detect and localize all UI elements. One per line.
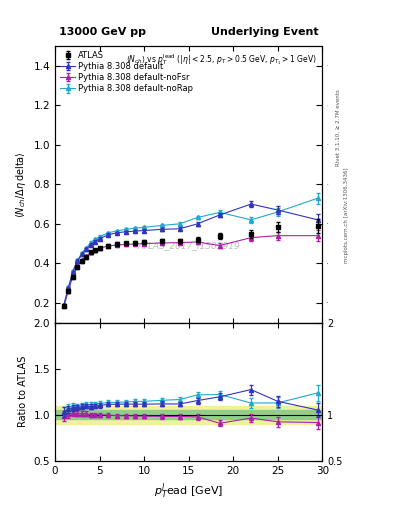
Text: Rivet 3.1.10, ≥ 2.7M events: Rivet 3.1.10, ≥ 2.7M events (336, 90, 341, 166)
X-axis label: $p_T^l$ead [GeV]: $p_T^l$ead [GeV] (154, 481, 223, 501)
Y-axis label: $\langle N_{ch}/ \Delta\eta\,\mathrm{delta}\rangle$: $\langle N_{ch}/ \Delta\eta\,\mathrm{del… (14, 151, 28, 218)
Y-axis label: Ratio to ATLAS: Ratio to ATLAS (18, 356, 28, 428)
Text: Underlying Event: Underlying Event (211, 27, 318, 37)
Bar (55, 410, 322, 419)
Text: mcplots.cern.ch [arXiv:1306.3436]: mcplots.cern.ch [arXiv:1306.3436] (344, 167, 349, 263)
Text: $\langle N_{ch}\rangle$ vs $p_T^{\rm lead}$ ($|\eta| < 2.5,\, p_T > 0.5$ GeV, $p: $\langle N_{ch}\rangle$ vs $p_T^{\rm lea… (126, 52, 317, 67)
Text: 13000 GeV pp: 13000 GeV pp (59, 27, 146, 37)
Bar (55, 406, 322, 424)
Text: ATLAS_2017_I1509919: ATLAS_2017_I1509919 (137, 241, 240, 250)
Legend: ATLAS, Pythia 8.308 default, Pythia 8.308 default-noFsr, Pythia 8.308 default-no: ATLAS, Pythia 8.308 default, Pythia 8.30… (57, 49, 196, 96)
